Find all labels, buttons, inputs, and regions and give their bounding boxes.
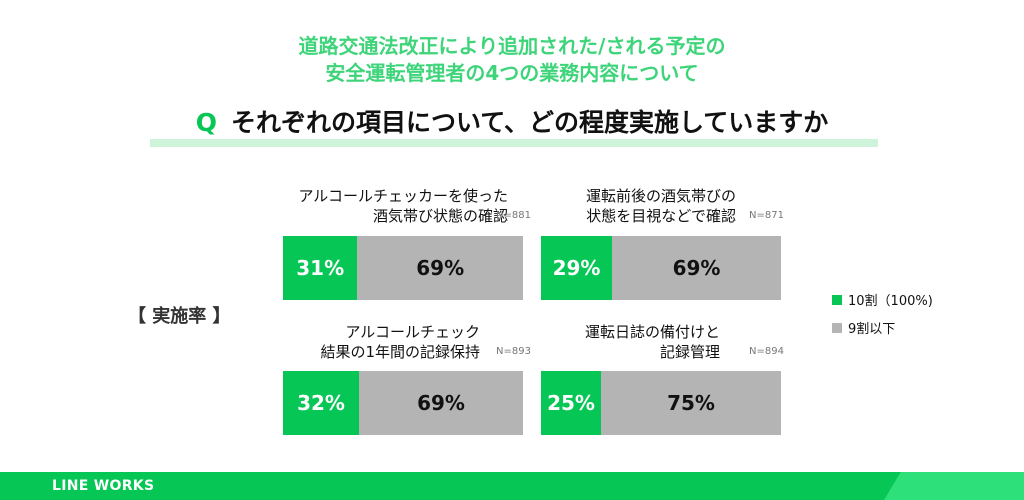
bar-3-partial-segment: 69% bbox=[359, 371, 523, 435]
implementation-rate-label: 【 実施率 】 bbox=[128, 306, 231, 327]
stacked-bar-4: 25% 75% bbox=[541, 371, 781, 435]
panel-title-2: 運転前後の酒気帯びの 状態を目視などで確認 bbox=[486, 186, 736, 226]
bar-2-full-segment: 29% bbox=[541, 236, 613, 300]
subtitle-line-1: 道路交通法改正により追加された/される予定の bbox=[298, 34, 726, 58]
bar-4-partial-segment: 75% bbox=[601, 371, 781, 435]
panel-title-2-line-1: 運転前後の酒気帯びの bbox=[585, 187, 736, 205]
bar-4-full-segment: 25% bbox=[541, 371, 601, 435]
question-text: それぞれの項目について、どの程度実施していますか bbox=[231, 108, 829, 137]
panel-title-4-line-2: 記録管理 bbox=[659, 343, 720, 361]
question-highlight bbox=[150, 139, 878, 147]
panel-title-1-line-2: 酒気帯び状態の確認 bbox=[372, 207, 508, 225]
legend-item-partial: 9割以下 bbox=[832, 318, 895, 337]
panel-n-3: N=893 bbox=[496, 346, 531, 357]
subtitle-line-2: 安全運転管理者の4つの業務内容について bbox=[325, 61, 699, 85]
stacked-bar-1: 31% 69% bbox=[283, 236, 523, 300]
legend-item-full: 10割（100%) bbox=[832, 290, 933, 309]
stacked-bar-3: 32% 69% bbox=[283, 371, 523, 435]
panel-n-4: N=894 bbox=[749, 346, 784, 357]
question-prefix: Q bbox=[195, 108, 217, 137]
panel-n-1: N=881 bbox=[496, 210, 531, 221]
brand-logo: LINE WORKS bbox=[52, 478, 155, 494]
panel-title-3-line-1: アルコールチェック bbox=[345, 323, 480, 341]
footer-accent-stripe bbox=[884, 472, 1024, 500]
panel-title-1-line-1: アルコールチェッカーを使った bbox=[298, 187, 508, 205]
panel-title-1: アルコールチェッカーを使った 酒気帯び状態の確認 bbox=[258, 186, 508, 226]
stacked-bar-2: 29% 69% bbox=[541, 236, 781, 300]
panel-n-2: N=871 bbox=[749, 210, 784, 221]
question-heading: Q それぞれの項目について、どの程度実施していますか bbox=[0, 103, 1024, 139]
bar-1-partial-segment: 69% bbox=[357, 236, 523, 300]
panel-title-4-line-1: 運転日誌の備付けと bbox=[584, 323, 720, 341]
legend-swatch-partial bbox=[832, 322, 842, 333]
bar-2-partial-segment: 69% bbox=[612, 236, 781, 300]
footer-bar bbox=[0, 472, 1024, 500]
panel-title-2-line-2: 状態を目視などで確認 bbox=[586, 207, 736, 225]
legend-swatch-full bbox=[832, 294, 842, 305]
legend-label-full: 10割（100%) bbox=[848, 294, 933, 309]
bar-1-full-segment: 31% bbox=[283, 236, 358, 300]
panel-title-3: アルコールチェック 結果の1年間の記録保持 bbox=[230, 322, 480, 362]
panel-title-3-line-2: 結果の1年間の記録保持 bbox=[320, 343, 480, 361]
panel-title-4: 運転日誌の備付けと 記録管理 bbox=[470, 322, 720, 362]
bar-3-full-segment: 32% bbox=[283, 371, 360, 435]
legend-label-partial: 9割以下 bbox=[848, 322, 896, 337]
